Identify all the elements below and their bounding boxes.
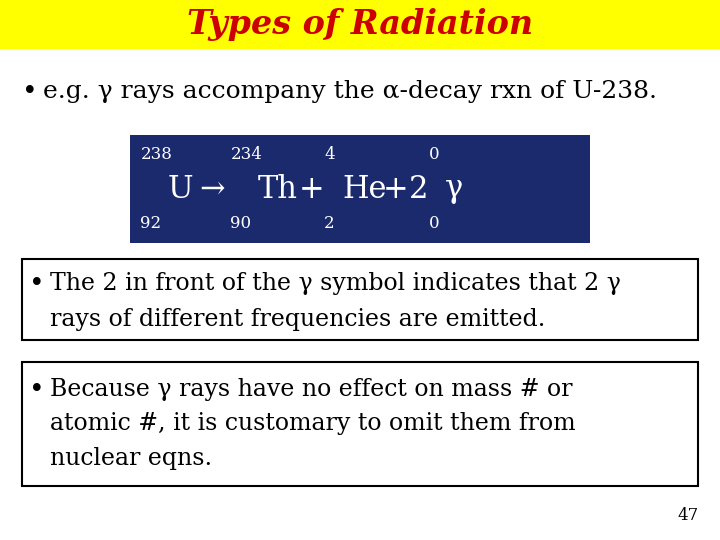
Text: 92: 92 xyxy=(140,215,161,232)
Text: rays of different frequencies are emitted.: rays of different frequencies are emitte… xyxy=(50,308,546,332)
Text: 238: 238 xyxy=(140,146,172,163)
Text: •: • xyxy=(29,271,45,296)
Text: Types of Radiation: Types of Radiation xyxy=(187,8,533,41)
Text: 2: 2 xyxy=(324,215,335,232)
Text: 0: 0 xyxy=(429,146,440,163)
Text: U: U xyxy=(168,173,194,205)
Text: Th: Th xyxy=(258,173,298,205)
Text: nuclear eqns.: nuclear eqns. xyxy=(50,447,212,470)
Text: Because γ rays have no effect on mass # or: Because γ rays have no effect on mass # … xyxy=(50,377,573,401)
Text: 2: 2 xyxy=(409,173,428,205)
Text: 0: 0 xyxy=(429,215,440,232)
Bar xyxy=(0,0,720,49)
Bar xyxy=(22,259,698,340)
Text: +: + xyxy=(299,173,325,205)
Text: The 2 in front of the γ symbol indicates that 2 γ: The 2 in front of the γ symbol indicates… xyxy=(50,272,621,295)
Text: →: → xyxy=(199,173,225,205)
Text: He: He xyxy=(342,173,387,205)
Text: 4: 4 xyxy=(324,146,335,163)
Bar xyxy=(130,135,590,243)
Text: •: • xyxy=(29,376,45,402)
Bar xyxy=(22,362,698,486)
Text: γ: γ xyxy=(445,173,463,205)
Text: 90: 90 xyxy=(230,215,251,232)
Text: 47: 47 xyxy=(677,507,698,524)
Text: atomic #, it is customary to omit them from: atomic #, it is customary to omit them f… xyxy=(50,413,576,435)
Text: 234: 234 xyxy=(230,146,262,163)
Text: e.g. γ rays accompany the α-decay rxn of U-238.: e.g. γ rays accompany the α-decay rxn of… xyxy=(43,80,657,103)
Text: •: • xyxy=(22,79,37,104)
Text: +: + xyxy=(383,173,409,205)
